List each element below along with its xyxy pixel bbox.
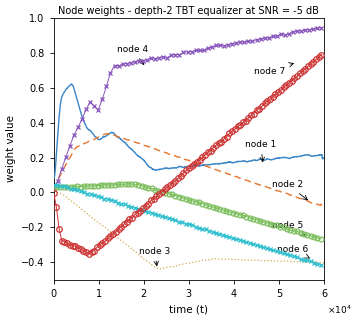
Text: node 6: node 6: [277, 245, 310, 258]
Text: node 5: node 5: [272, 221, 305, 235]
Text: node 4: node 4: [117, 45, 148, 65]
X-axis label: time (t): time (t): [169, 304, 208, 315]
Text: $\times10^4$: $\times10^4$: [327, 303, 351, 316]
Text: node 7: node 7: [254, 63, 293, 76]
Title: Node weights - depth-2 TBT equalizer at SNR = -5 dB: Node weights - depth-2 TBT equalizer at …: [58, 5, 319, 16]
Text: node 2: node 2: [272, 180, 307, 200]
Text: node 3: node 3: [139, 246, 171, 266]
Text: node 1: node 1: [245, 140, 276, 162]
Y-axis label: weight value: weight value: [6, 115, 16, 182]
